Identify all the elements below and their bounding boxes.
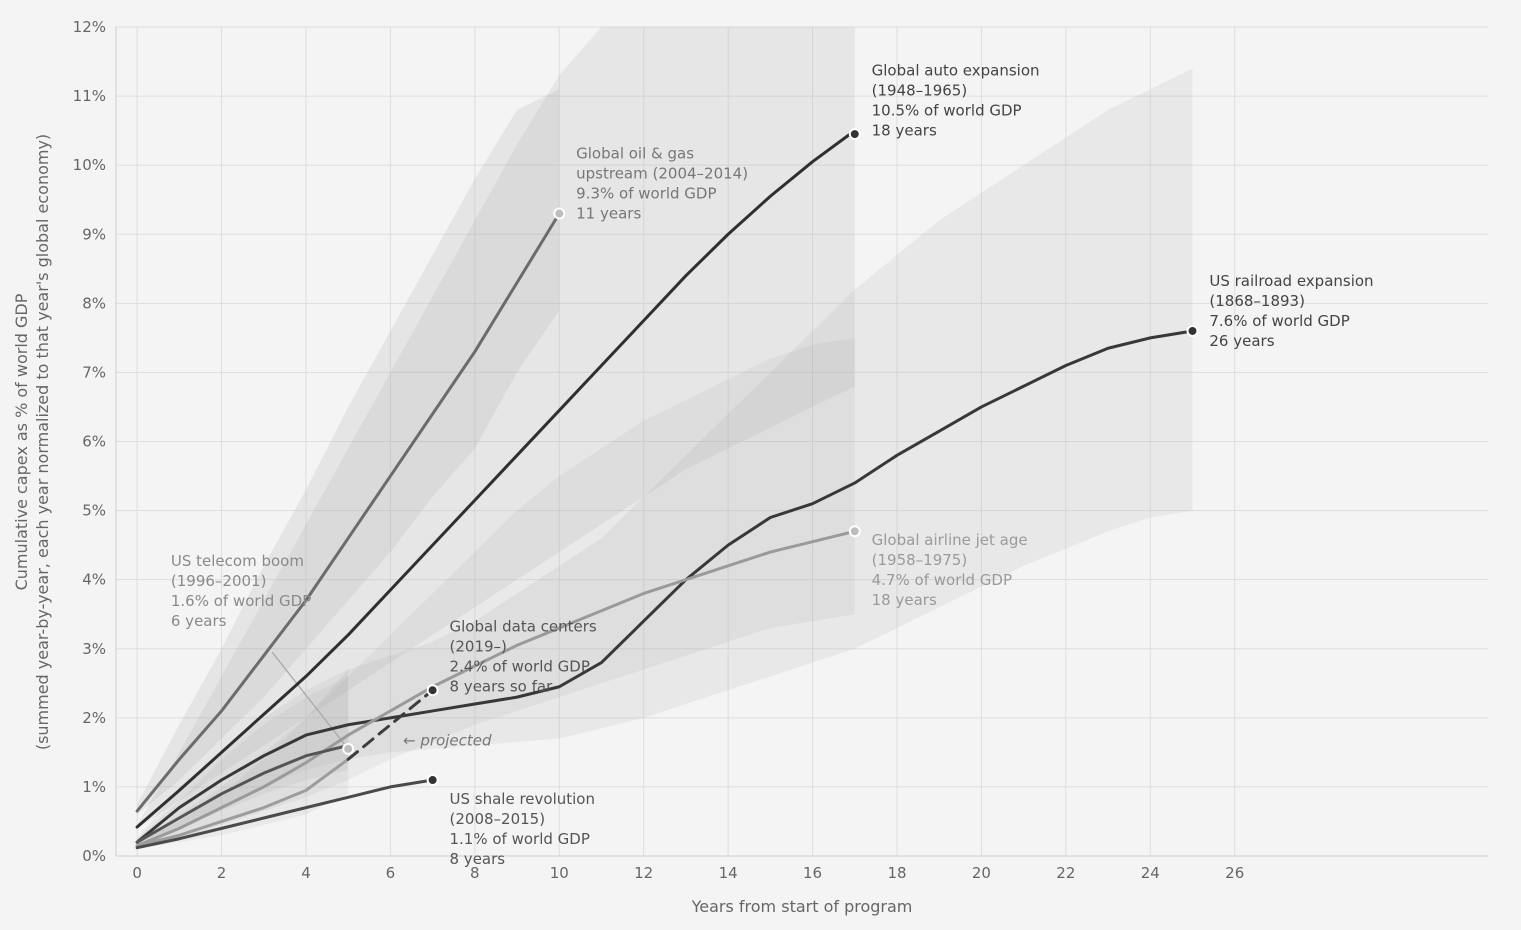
annotation-line: (1948–1965) xyxy=(872,81,968,99)
annotation-line: 18 years xyxy=(872,591,937,609)
y-axis-subtitle: (summed year-by-year, each year normaliz… xyxy=(33,134,52,750)
confidence-bands xyxy=(137,27,1193,850)
endpoint-marker xyxy=(848,525,861,538)
x-tick-label: 26 xyxy=(1225,864,1244,882)
y-tick-label: 1% xyxy=(82,778,106,796)
annotation-line: 26 years xyxy=(1209,332,1274,350)
annotation-line: (1996–2001) xyxy=(171,572,267,590)
series-line-telecom xyxy=(135,743,350,844)
x-tick-label: 6 xyxy=(386,864,396,882)
annotation-rail: US railroad expansion (1868–1893) 7.6% of … xyxy=(1209,272,1373,350)
y-tick-label: 6% xyxy=(82,433,106,451)
projected-label: ← projected xyxy=(403,731,492,749)
series-line-auto xyxy=(135,129,857,829)
y-tick-label: 9% xyxy=(82,225,106,243)
annotation-line: Global data centers xyxy=(450,617,597,635)
annotation-airline: Global airline jet age (1958–1975) 4.7% of… xyxy=(872,531,1028,609)
band-datacenters xyxy=(137,669,349,850)
x-tick-label: 2 xyxy=(217,864,227,882)
telecom-connector xyxy=(271,651,349,750)
y-tick-label: 5% xyxy=(82,502,106,520)
y-tick-label: 4% xyxy=(82,571,106,589)
endpoint-marker xyxy=(426,684,439,697)
annotation-line: 1.1% of world GDP xyxy=(450,830,590,848)
endpoint-marker xyxy=(426,774,439,787)
x-tick-label: 16 xyxy=(803,864,822,882)
endpoint-markers xyxy=(342,128,1199,787)
axes: 0%1%2%3%4%5%6%7%8%9%10%11%12%0 2 4 6 8 10 12 14… xyxy=(73,18,1488,882)
endpoint-marker xyxy=(848,128,861,141)
x-tick-label: 4 xyxy=(301,864,311,882)
series-line-datacenters xyxy=(135,757,350,848)
endpoint-marker xyxy=(342,742,355,755)
annotation-line: US telecom boom xyxy=(171,552,304,570)
y-axis-title: Cumulative capex as % of world GDP xyxy=(12,293,31,590)
annotation-line: Global oil & gas xyxy=(576,144,694,162)
series-line-oil xyxy=(135,212,561,813)
annotations: Global oil & gas upstream (2004–2014) 9.3%… xyxy=(171,61,1374,868)
x-axis-title: Years from start of program xyxy=(691,897,913,916)
x-tick-label: 22 xyxy=(1056,864,1075,882)
annotation-line: 1.6% of world GDP xyxy=(171,592,311,610)
annotation-oil: Global oil & gas upstream (2004–2014) 9.3%… xyxy=(576,144,748,222)
annotation-line: 9.3% of world GDP xyxy=(576,184,716,202)
connectors xyxy=(271,651,349,750)
band-auto xyxy=(137,27,855,829)
y-tick-label: 8% xyxy=(82,294,106,312)
annotation-line: 18 years xyxy=(872,121,937,139)
x-tick-label: 0 xyxy=(132,864,142,882)
band-airline xyxy=(137,337,855,850)
x-tick-label: 10 xyxy=(550,864,569,882)
annotation-line: US shale revolution xyxy=(450,790,595,808)
series-line-datacenters_projected xyxy=(346,688,435,761)
annotation-line: (1958–1975) xyxy=(872,551,968,569)
x-tick-label: 18 xyxy=(887,864,906,882)
endpoint-marker xyxy=(1186,324,1199,337)
band-rail xyxy=(137,68,1193,846)
x-tick-label: 14 xyxy=(719,864,738,882)
annotation-line: (2008–2015) xyxy=(450,810,546,828)
y-tick-label: 12% xyxy=(73,18,106,36)
annotation-line: 4.7% of world GDP xyxy=(872,571,1012,589)
x-tick-label: 12 xyxy=(634,864,653,882)
series-line-rail xyxy=(135,329,1194,844)
annotation-line: 8 years so far xyxy=(450,677,554,695)
y-tick-label: 2% xyxy=(82,709,106,727)
endpoint-marker xyxy=(553,207,566,220)
series-line-shale xyxy=(135,778,435,850)
annotation-line: (1868–1893) xyxy=(1209,292,1305,310)
grid xyxy=(116,26,1488,857)
y-tick-label: 0% xyxy=(82,847,106,865)
annotation-line: 8 years xyxy=(450,850,506,868)
annotation-line: upstream (2004–2014) xyxy=(576,164,748,182)
annotation-line: (2019–) xyxy=(450,637,507,655)
x-tick-label: 24 xyxy=(1141,864,1160,882)
annotation-line: Global airline jet age xyxy=(872,531,1028,549)
annotation-line: 7.6% of world GDP xyxy=(1209,312,1349,330)
band-telecom xyxy=(137,676,349,846)
annotation-line: 10.5% of world GDP xyxy=(872,101,1022,119)
annotation-shale: US shale revolution (2008–2015) 1.1% of wo… xyxy=(450,790,595,868)
annotation-datacenters: Global data centers (2019–) 2.4% of world … xyxy=(450,617,597,695)
y-tick-label: 7% xyxy=(82,363,106,381)
annotation-line: US railroad expansion xyxy=(1209,272,1373,290)
y-tick-label: 10% xyxy=(73,156,106,174)
annotation-line: 2.4% of world GDP xyxy=(450,657,590,675)
y-tick-label: 3% xyxy=(82,640,106,658)
x-tick-label: 20 xyxy=(972,864,991,882)
annotation-auto: Global auto expansion (1948–1965) 10.5% of… xyxy=(872,61,1040,139)
series-line-airline xyxy=(135,529,857,848)
annotation-line: 6 years xyxy=(171,612,227,630)
band-oil xyxy=(137,89,560,815)
x-tick-label: 8 xyxy=(470,864,480,882)
y-tick-label: 11% xyxy=(73,87,106,105)
series-lines xyxy=(135,129,1194,850)
annotation-line: 11 years xyxy=(576,204,641,222)
annotation-line: Global auto expansion xyxy=(872,61,1040,79)
annotation-telecom: US telecom boom (1996–2001) 1.6% of world … xyxy=(171,552,311,630)
